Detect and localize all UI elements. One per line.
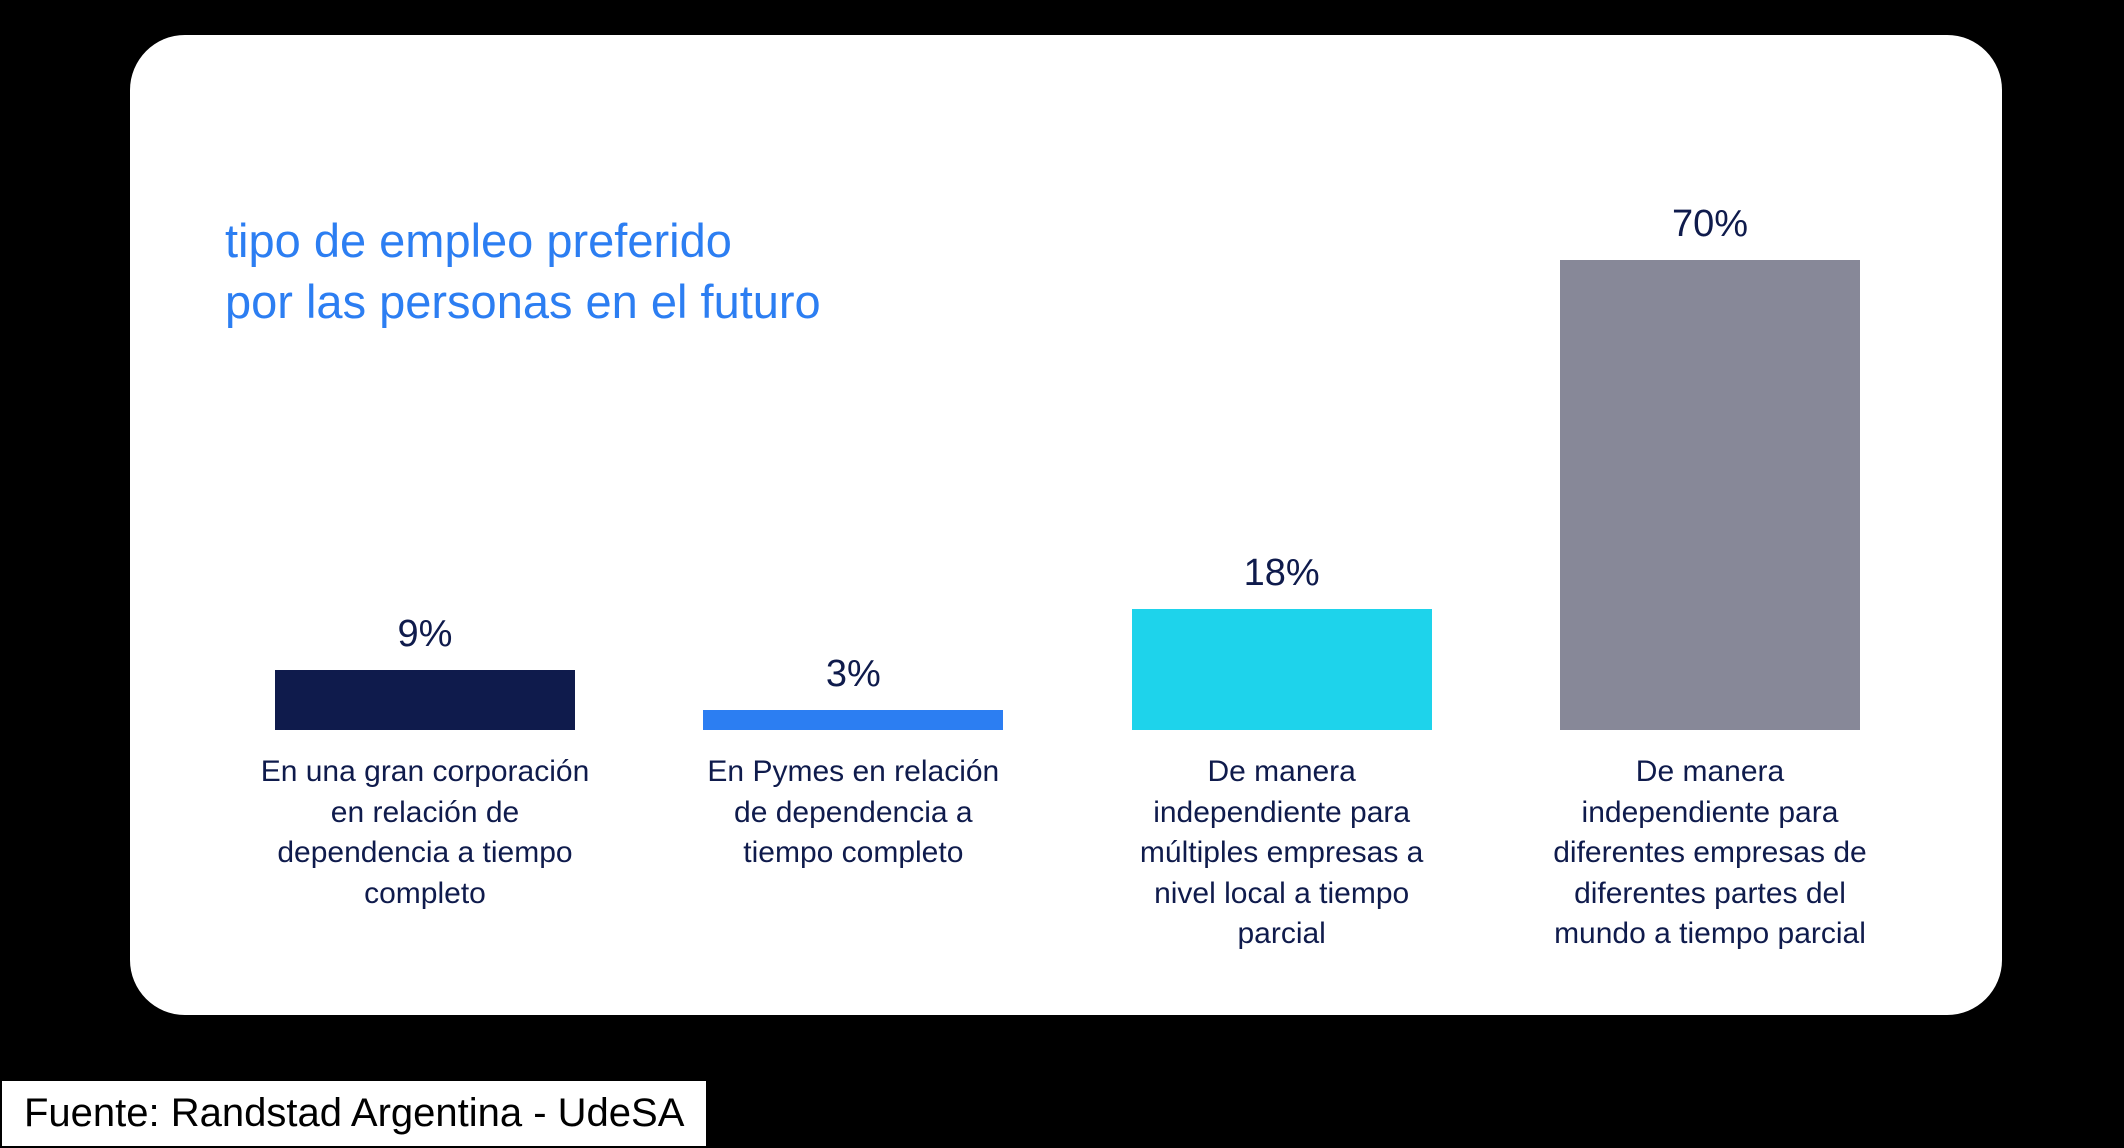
bar-region: 9%: [255, 175, 595, 730]
bar-category-label: En una gran corporación en relación de d…: [260, 752, 590, 914]
bar-group-0: 9% En una gran corporación en relación d…: [255, 175, 595, 945]
bar: [703, 710, 1003, 730]
bar-category-label: De manera independiente para diferentes …: [1545, 752, 1875, 955]
bar-group-2: 18% De manera independiente para múltipl…: [1112, 175, 1452, 945]
bar: [275, 670, 575, 730]
bar-region: 18%: [1112, 175, 1452, 730]
bar-value-label: 18%: [1244, 552, 1320, 595]
source-label: Fuente: Randstad Argentina - UdeSA: [0, 1079, 708, 1148]
bar-group-3: 70% De manera independiente para diferen…: [1540, 175, 1880, 945]
bar: [1132, 609, 1432, 730]
bar: [1560, 260, 1860, 730]
bar-value-label: 9%: [398, 613, 453, 656]
bar-value-label: 3%: [826, 653, 881, 696]
bar-category-label: De manera independiente para múltiples e…: [1117, 752, 1447, 955]
bar-group-1: 3% En Pymes en relación de dependencia a…: [683, 175, 1023, 945]
bar-region: 3%: [683, 175, 1023, 730]
bar-value-label: 70%: [1672, 203, 1748, 246]
bar-category-label: En Pymes en relación de dependencia a ti…: [688, 752, 1018, 874]
bar-region: 70%: [1540, 175, 1880, 730]
chart-area: 9% En una gran corporación en relación d…: [255, 175, 1880, 945]
chart-card: tipo de empleo preferido por las persona…: [130, 35, 2002, 1015]
